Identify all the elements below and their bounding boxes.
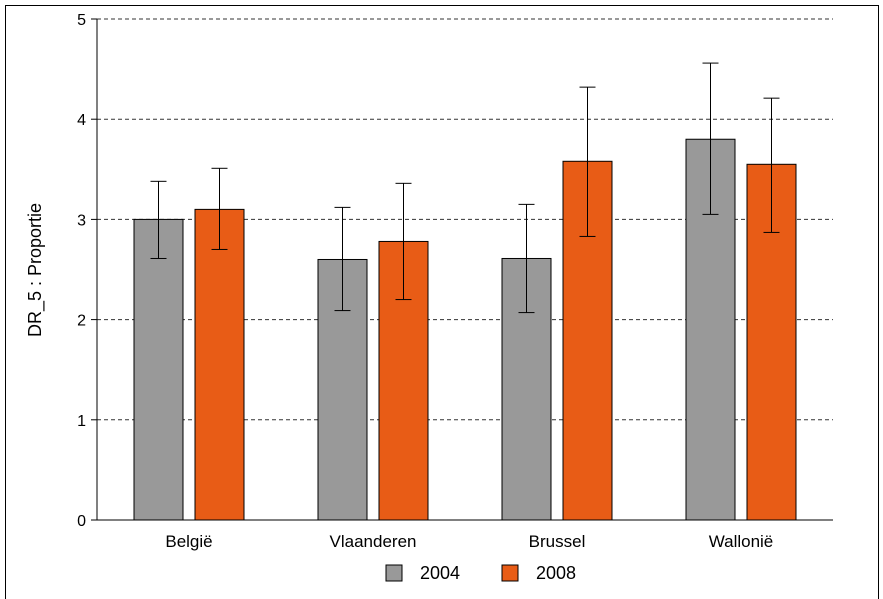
y-tick-label: 5 bbox=[77, 12, 86, 29]
y-tick-label: 0 bbox=[77, 513, 86, 530]
legend-label-2004: 2004 bbox=[420, 563, 460, 583]
y-tick-label: 2 bbox=[77, 313, 86, 330]
labels: 0 1 2 3 4 5 België Vlaanderen Brussel Wallonië bbox=[77, 12, 773, 551]
y-tick-label: 3 bbox=[77, 212, 86, 229]
bars bbox=[133, 62, 797, 521]
bar-2008-0 bbox=[194, 208, 245, 521]
axes bbox=[91, 18, 833, 521]
legend-label-2008: 2008 bbox=[536, 563, 576, 583]
legend: 2004 2008 bbox=[385, 563, 576, 583]
x-tick-label: Wallonië bbox=[709, 532, 774, 551]
x-tick-label: Brussel bbox=[529, 532, 586, 551]
y-tick-label: 1 bbox=[77, 413, 86, 430]
chart-frame bbox=[5, 5, 879, 599]
legend-swatch-2004 bbox=[385, 564, 403, 582]
legend-swatch-2008 bbox=[501, 564, 519, 582]
x-tick-label: Vlaanderen bbox=[330, 532, 417, 551]
x-tick-label: België bbox=[165, 532, 212, 551]
y-tick-label: 4 bbox=[77, 112, 86, 129]
bar-2004-0 bbox=[133, 218, 184, 521]
y-axis-title: DR_5 : Proportie bbox=[25, 203, 46, 337]
